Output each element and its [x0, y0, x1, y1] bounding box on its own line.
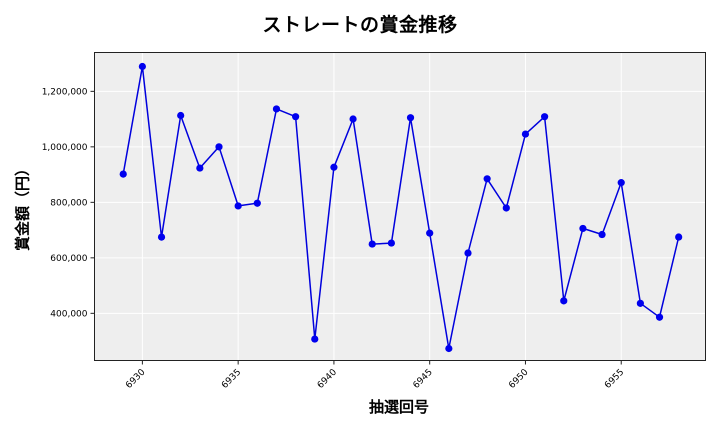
data-point — [387, 239, 395, 247]
data-point — [502, 204, 510, 212]
data-point — [406, 114, 415, 122]
x-tick-label: 6955 — [603, 368, 626, 391]
y-tick-label: 1,200,000 — [42, 87, 88, 97]
data-point — [349, 115, 357, 123]
y-tick-label: 1,000,000 — [42, 143, 88, 153]
data-point — [675, 233, 683, 241]
chart-title: ストレートの賞金推移 — [262, 14, 458, 36]
data-point — [234, 202, 242, 210]
data-point — [138, 62, 146, 71]
data-point — [521, 130, 530, 138]
data-point — [426, 229, 434, 237]
data-point — [445, 344, 453, 353]
data-point — [196, 164, 204, 172]
x-tick-label: 6950 — [507, 367, 530, 390]
data-point — [157, 233, 166, 241]
data-point — [483, 175, 491, 183]
data-point — [119, 170, 127, 178]
y-tick-label: 400,000 — [50, 309, 87, 319]
plot-frame — [94, 52, 706, 361]
data-point — [272, 105, 281, 113]
x-tick-label: 6945 — [412, 368, 435, 391]
y-tick-label: 800,000 — [50, 198, 87, 208]
data-point — [655, 313, 664, 321]
x-axis-label: 抽選回号 — [368, 398, 430, 416]
data-point — [579, 224, 587, 233]
y-axis-ticks: 400,000 600,000 800,000 1,000,000 1,200,000 — [42, 87, 95, 319]
plot-area — [94, 52, 706, 361]
data-point — [560, 297, 568, 305]
data-point — [541, 113, 549, 121]
data-point — [253, 199, 261, 207]
x-tick-label: 6940 — [316, 367, 339, 390]
x-tick-label: 6935 — [220, 368, 243, 391]
data-point — [311, 335, 319, 343]
data-point — [598, 230, 606, 239]
data-point — [617, 179, 625, 187]
gridlines — [94, 52, 706, 361]
data-point — [215, 143, 223, 151]
data-point — [464, 249, 472, 257]
x-tick-label: 6930 — [124, 367, 147, 390]
data-series — [119, 62, 683, 353]
data-point — [177, 111, 185, 120]
data-point — [636, 299, 644, 307]
data-point — [368, 240, 376, 248]
data-point — [292, 113, 300, 121]
data-point — [330, 163, 338, 171]
x-axis-ticks: 6930 6935 6940 6945 6950 6955 — [124, 360, 626, 391]
y-tick-label: 600,000 — [50, 254, 87, 264]
